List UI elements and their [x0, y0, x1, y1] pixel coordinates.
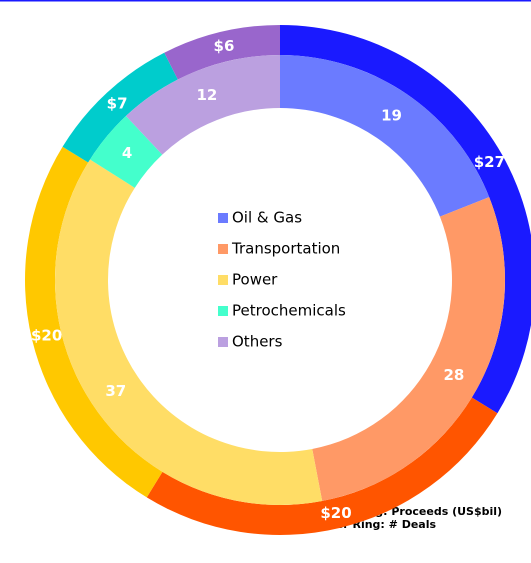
ring-slice	[54, 159, 323, 505]
legend-swatch	[218, 213, 228, 223]
top-rule	[0, 0, 531, 2]
legend-label: Oil & Gas	[232, 209, 302, 227]
value-label: $7	[107, 94, 128, 112]
value-label: 37	[105, 382, 126, 400]
legend-swatch	[218, 306, 228, 316]
value-label: $6	[214, 37, 235, 55]
ring-slice	[62, 52, 178, 163]
value-label: $20	[31, 327, 62, 345]
ring-slice	[125, 55, 280, 155]
value-label: $27	[474, 153, 505, 171]
value-label: $20	[320, 504, 351, 522]
value-label: 12	[196, 86, 217, 104]
ring-slice	[24, 146, 163, 498]
ring-slice	[90, 115, 163, 188]
ring-slice	[280, 55, 490, 217]
legend-label: Transportation	[231, 240, 340, 258]
legend-label: Others	[232, 333, 283, 351]
legend-label: Power	[232, 271, 278, 289]
ring-slice	[312, 197, 506, 502]
value-label: 19	[381, 106, 402, 124]
legend-swatch	[218, 275, 228, 285]
ring-slice	[280, 25, 531, 414]
ring-slice	[146, 397, 498, 536]
ring-slice	[164, 25, 280, 80]
legend-swatch	[218, 244, 228, 254]
legend-label: Petrochemicals	[232, 302, 346, 320]
value-label: 4	[122, 144, 132, 162]
legend-swatch	[218, 337, 228, 347]
value-label: 28	[444, 366, 465, 384]
